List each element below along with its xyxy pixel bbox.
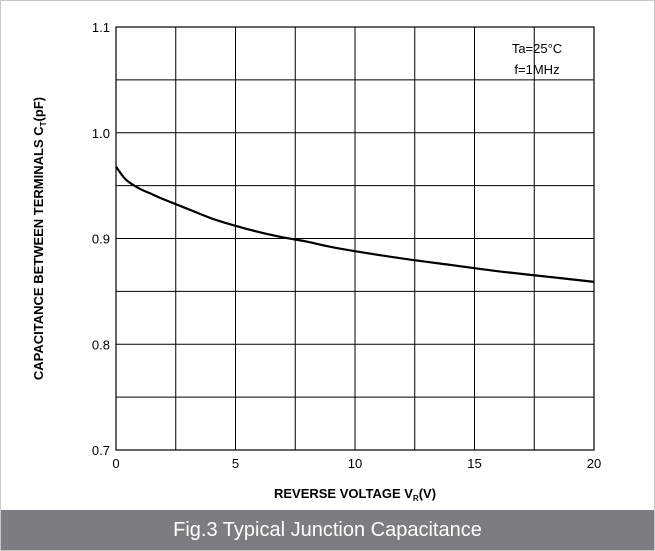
figure-caption: Fig.3 Typical Junction Capacitance [1,510,654,550]
annotation-text: Ta=25°C [512,41,562,56]
y-axis-label: CAPACITANCE BETWEEN TERMINALS CT(pF) [31,97,48,380]
x-tick-label: 20 [587,456,601,471]
y-tick-label: 1.0 [92,126,110,141]
x-tick-label: 5 [232,456,239,471]
y-tick-label: 0.7 [92,443,110,458]
x-tick-label: 10 [348,456,362,471]
x-tick-label: 15 [467,456,481,471]
annotation-text: f=1MHz [514,62,559,77]
x-axis-label: REVERSE VOLTAGE VR(V) [274,486,436,503]
y-tick-label: 0.9 [92,232,110,247]
junction-capacitance-chart: 0 5 10 15 20 0.7 0.8 0.9 1.0 1.1 REVERSE VOLTAGE V… [31,20,601,503]
capacitance-curve [115,165,595,283]
y-tick-label: 0.8 [92,337,110,352]
x-tick-label: 0 [112,456,119,471]
plot-area-border [115,26,595,451]
y-tick-label: 1.1 [92,20,110,35]
